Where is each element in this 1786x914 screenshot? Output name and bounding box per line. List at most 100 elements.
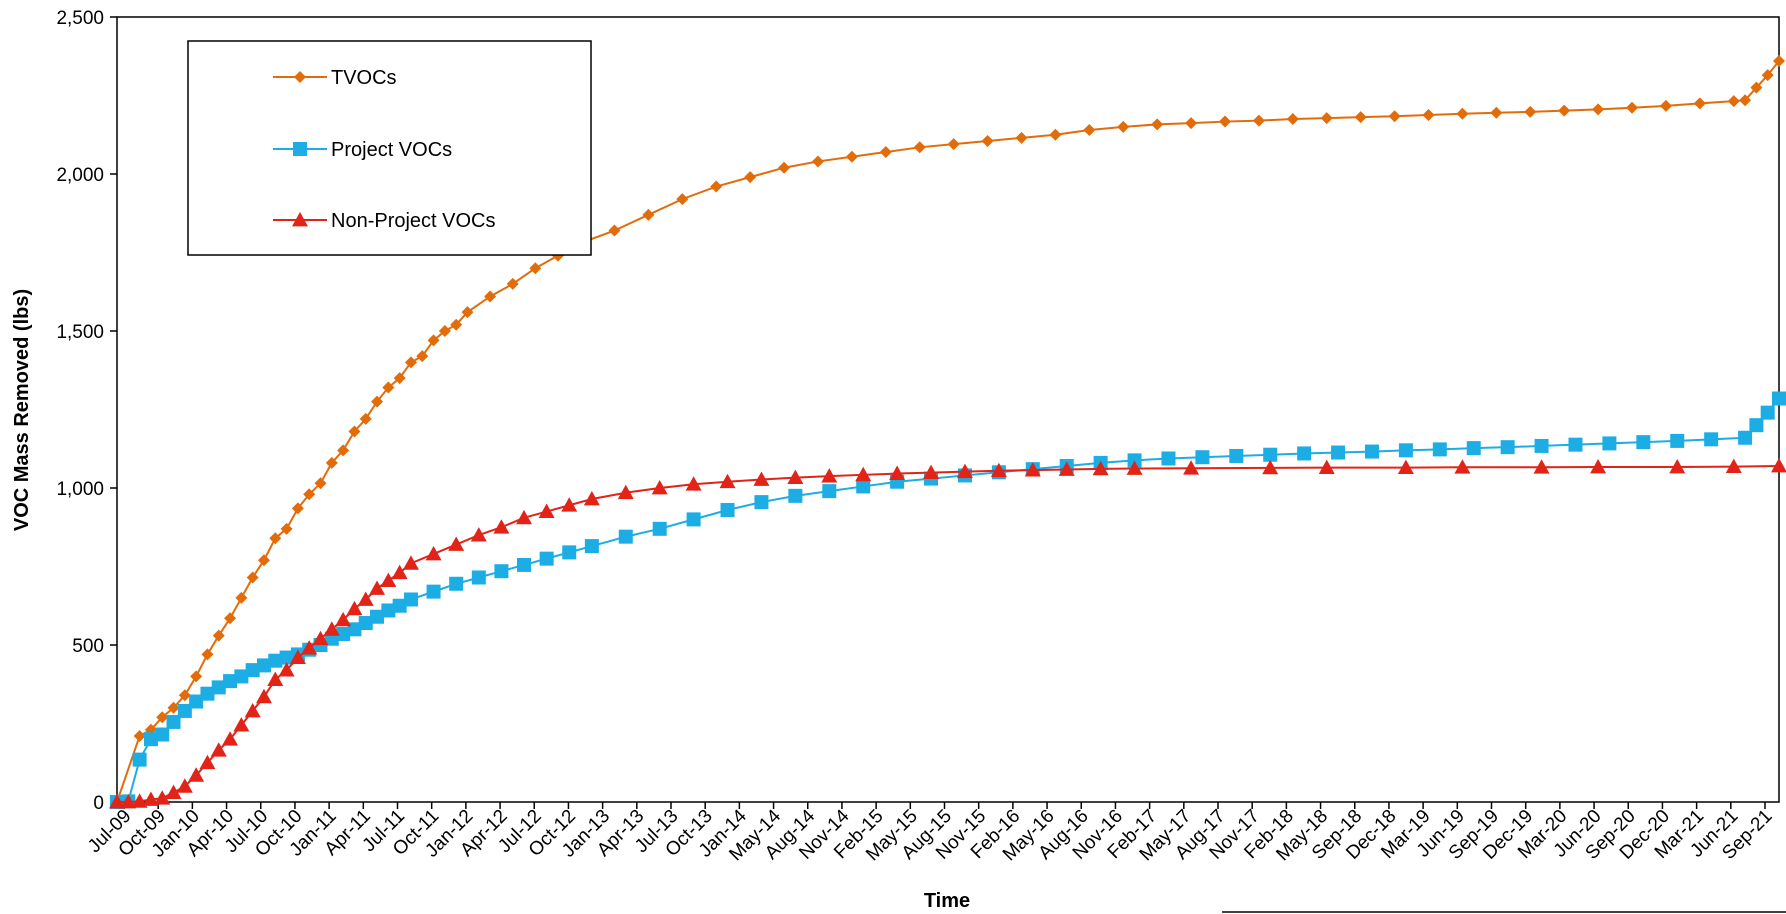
non-project-vocs-point: [109, 794, 125, 809]
tvocs-point: [1490, 106, 1503, 119]
tvocs-point: [1659, 99, 1672, 112]
non-project-vocs-point: [391, 564, 408, 580]
project-vocs-point: [1500, 440, 1515, 455]
project-vocs-point: [1602, 436, 1617, 451]
project-vocs-point: [256, 658, 271, 673]
non-project-vocs-point: [583, 490, 600, 506]
tvocs-point: [280, 522, 293, 535]
tvocs-point: [178, 689, 191, 702]
tvocs-point: [744, 171, 757, 184]
tvocs-point: [371, 395, 384, 408]
tvocs-point: [1354, 111, 1367, 124]
tvocs-point: [291, 502, 304, 515]
non-project-vocs-point: [244, 702, 261, 718]
tvocs-point: [1151, 118, 1164, 131]
project-vocs-point: [517, 557, 532, 572]
tvocs-point: [710, 180, 723, 193]
project-vocs-point: [1704, 432, 1719, 447]
tvocs-point: [1761, 69, 1774, 82]
non-project-vocs-point: [1318, 459, 1335, 474]
non-project-vocs-point: [855, 466, 872, 482]
non-project-vocs-point: [561, 497, 578, 512]
non-project-vocs-point: [346, 600, 363, 616]
project-vocs-point: [200, 686, 215, 701]
non-project-vocs-point: [719, 473, 736, 489]
project-vocs-point: [234, 669, 249, 684]
non-project-vocs-point: [685, 476, 702, 491]
project-vocs-point: [1195, 450, 1210, 465]
project-vocs-point: [494, 564, 509, 579]
tvocs-point: [981, 135, 994, 148]
project-vocs-point: [132, 752, 147, 767]
tvocs-point: [484, 290, 497, 303]
project-vocs-point: [1229, 448, 1244, 463]
tvocs-point: [1015, 131, 1028, 144]
non-project-vocs-point: [470, 527, 487, 542]
tvocs-point: [1252, 114, 1265, 127]
project-vocs-point: [1466, 441, 1481, 456]
tvocs-point: [506, 277, 519, 290]
non-project-vocs-point: [255, 688, 272, 704]
tvocs-point: [1456, 107, 1469, 120]
tvocs-point: [348, 425, 361, 438]
non-project-vocs-point: [278, 662, 295, 677]
project-vocs-point: [223, 674, 238, 689]
project-vocs-point: [1738, 430, 1753, 445]
tvocs-point: [404, 356, 417, 369]
non-project-vocs-point: [1725, 458, 1742, 474]
project-vocs-point: [426, 584, 441, 599]
non-project-vocs-point: [448, 536, 465, 551]
tvocs-point: [1693, 97, 1706, 110]
tvocs-point: [133, 730, 146, 743]
non-project-vocs-point: [199, 754, 216, 770]
project-vocs-point: [1772, 391, 1786, 406]
project-vocs-point: [211, 680, 226, 695]
tvocs-point: [676, 193, 689, 206]
non-project-vocs-point: [1058, 461, 1075, 476]
project-vocs-point: [1636, 435, 1651, 450]
non-project-vocs-point: [1397, 459, 1414, 474]
tvocs-point: [947, 138, 960, 151]
non-project-vocs-point: [1771, 458, 1786, 473]
project-vocs-point: [1127, 453, 1142, 468]
tvocs-point: [201, 648, 214, 661]
non-project-vocs-point: [1126, 460, 1143, 475]
tvocs-point: [529, 262, 542, 275]
non-project-vocs-point: [538, 503, 555, 518]
non-project-vocs-point: [233, 717, 250, 732]
non-project-vocs-point: [357, 591, 374, 606]
tvocs-point: [1320, 112, 1333, 125]
legend-non-project-vocs-marker: [292, 212, 308, 227]
project-vocs-point: [562, 545, 577, 560]
project-vocs-point: [822, 484, 837, 499]
tvocs-point: [257, 554, 270, 567]
non-project-vocs-point: [1183, 460, 1200, 475]
project-vocs-point: [1297, 446, 1312, 461]
project-vocs-point: [788, 488, 803, 503]
project-vocs-point: [166, 714, 181, 729]
tvocs-point: [438, 325, 451, 337]
non-project-vocs-point: [1262, 459, 1279, 475]
non-project-vocs-point: [516, 509, 533, 525]
tvocs-point: [416, 350, 429, 363]
project-vocs-point: [268, 653, 283, 668]
project-vocs-point: [381, 603, 396, 618]
y-tick-label: 2,000: [56, 165, 104, 186]
non-project-vocs-point: [617, 484, 634, 500]
non-project-vocs-point: [142, 791, 159, 806]
project-vocs-point: [245, 663, 260, 678]
tvocs-point: [382, 381, 395, 394]
y-axis: 0 500 1,000 1,500 2,000 2,500: [56, 8, 117, 814]
plot-area: [116, 16, 1780, 803]
project-vocs-point: [856, 479, 871, 494]
tvocs-point: [879, 146, 892, 159]
y-tick-label: 500: [72, 636, 104, 657]
tvocs-point: [1524, 105, 1537, 118]
y-tick-label: 1,500: [56, 322, 104, 343]
legend-box: [187, 40, 592, 256]
series-layer: [109, 54, 1786, 809]
project-vocs-point: [539, 551, 554, 566]
tvocs-point: [608, 224, 621, 237]
project-vocs-point: [1534, 438, 1549, 453]
